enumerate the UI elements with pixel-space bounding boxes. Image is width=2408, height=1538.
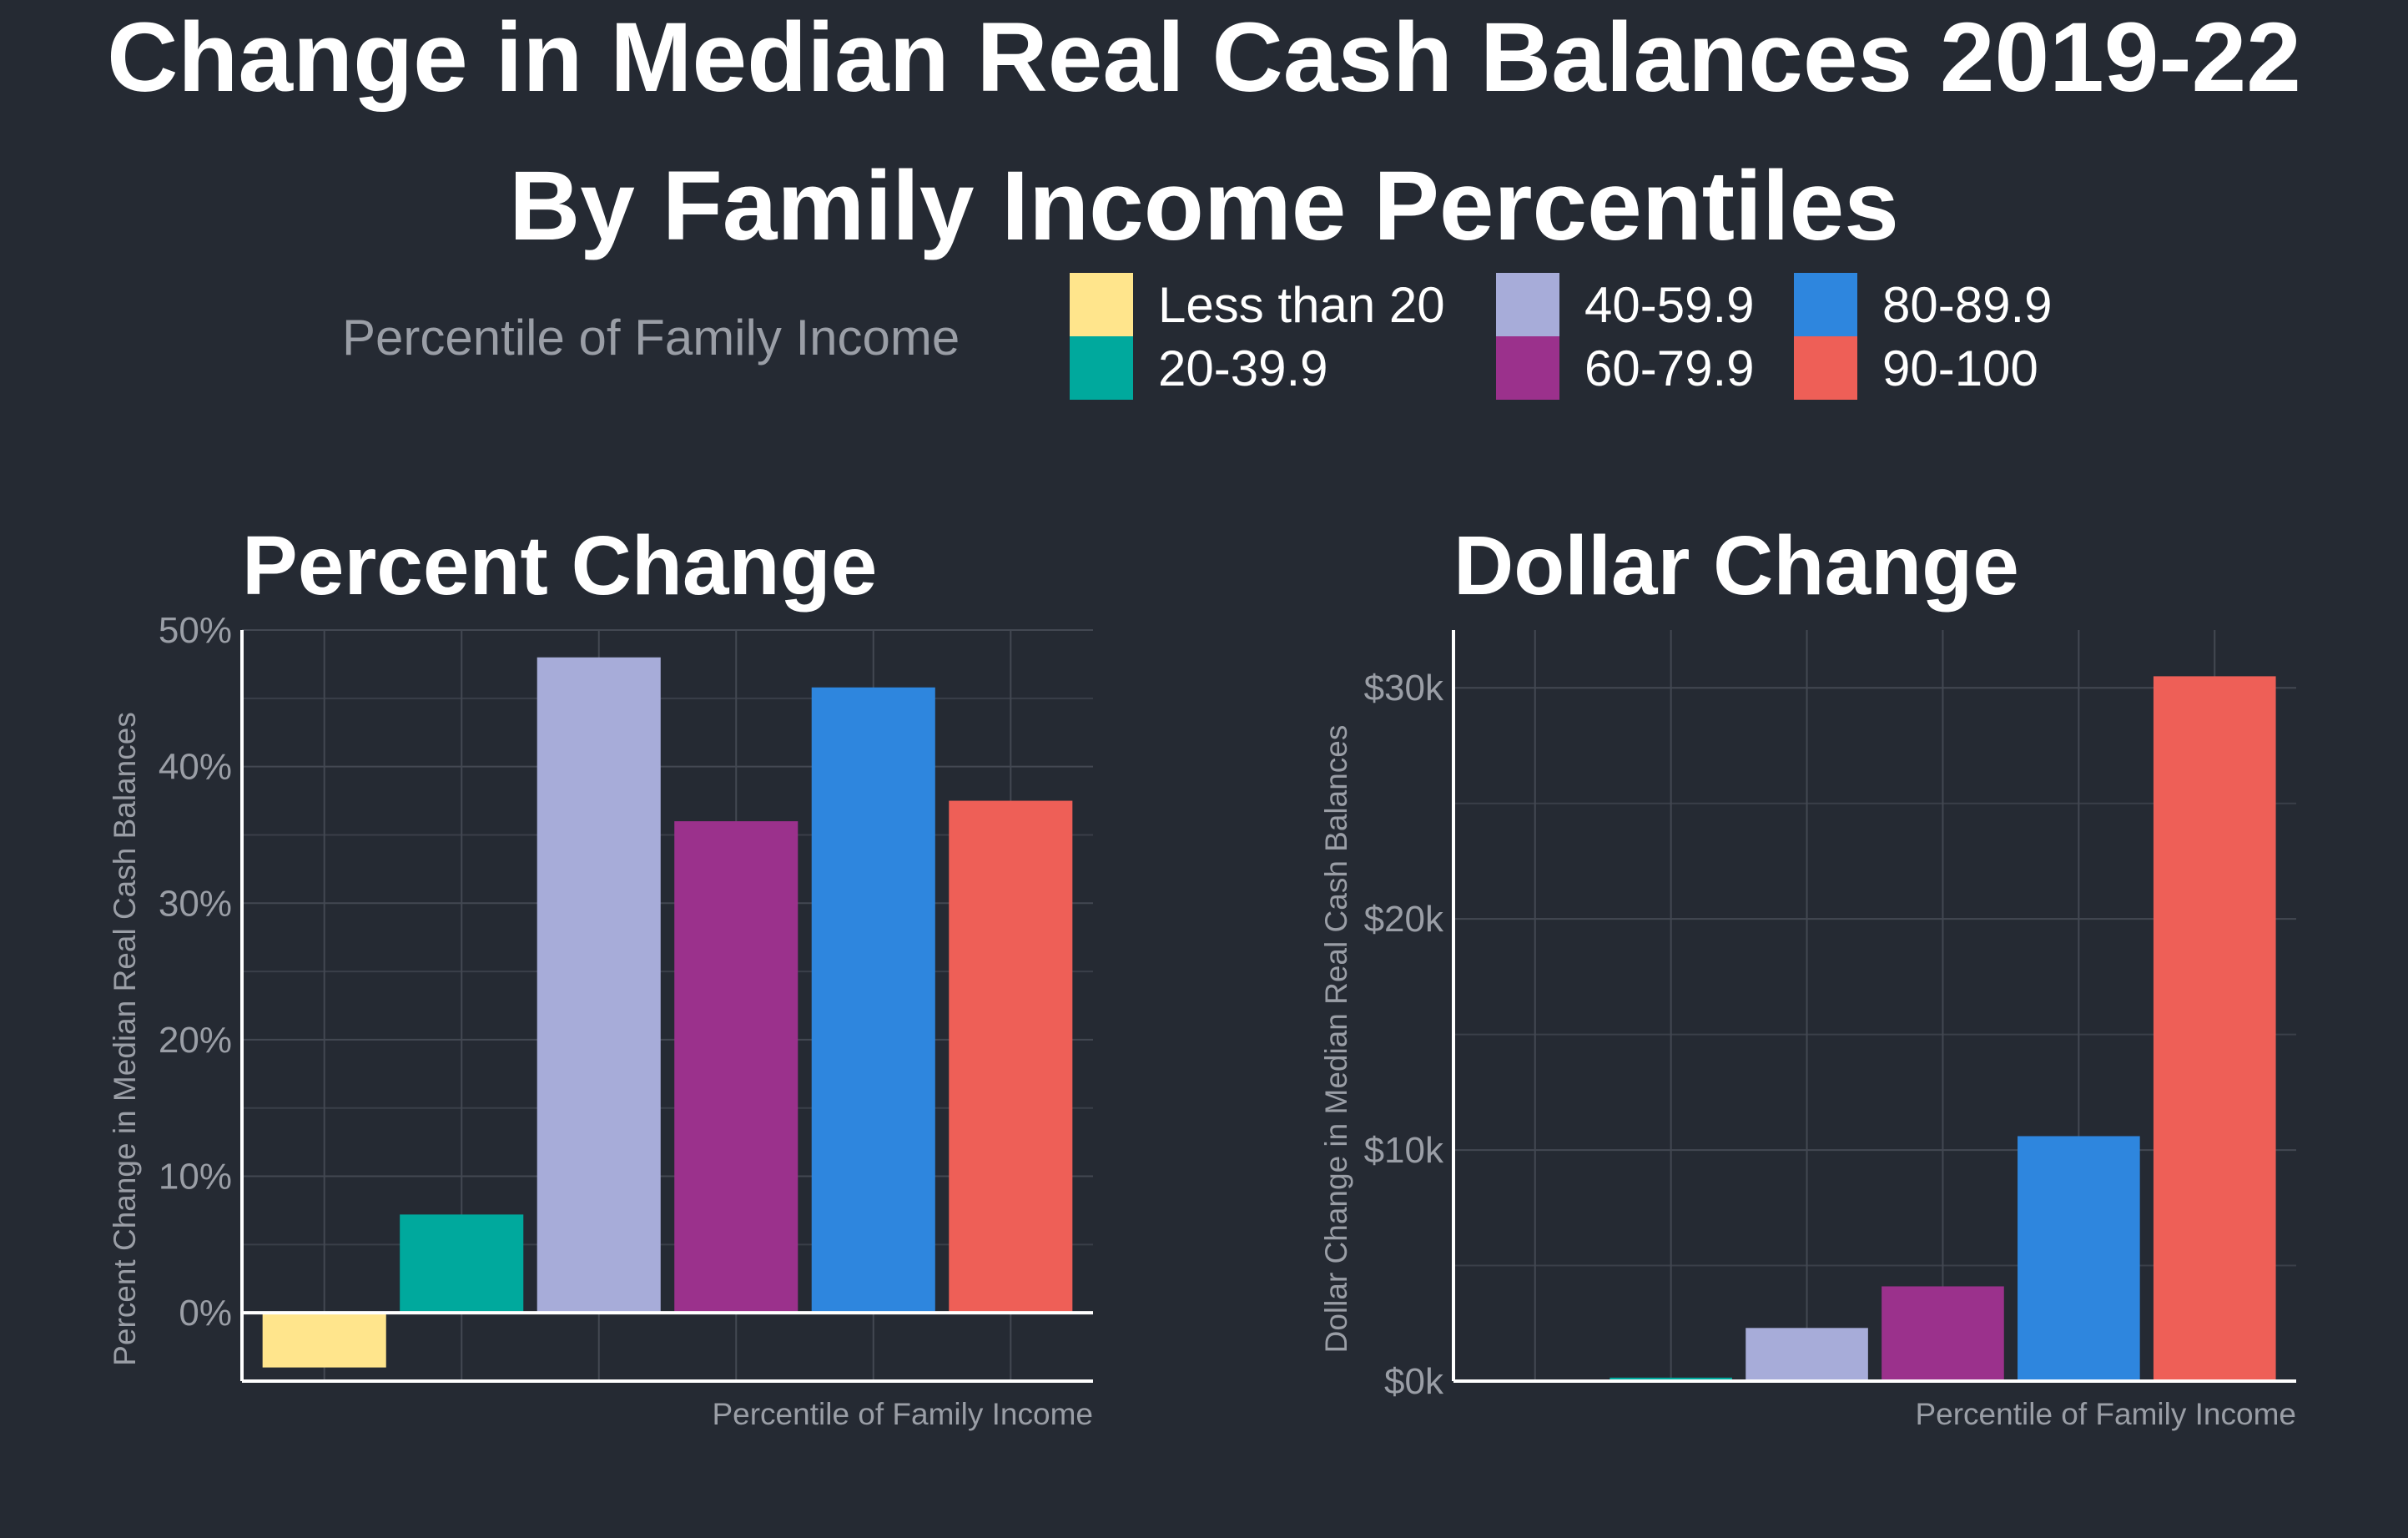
y-axis-title: Dollar Change in Median Real Cash Balanc…	[1319, 725, 1353, 1354]
bar-5	[2018, 1136, 2140, 1381]
percent-change-title: Percent Change	[242, 519, 878, 613]
legend-item-40-59: 40-59.9	[1496, 273, 1755, 336]
legend-swatch	[1496, 273, 1559, 336]
legend-swatch	[1794, 336, 1857, 400]
bar-6	[2153, 676, 2276, 1381]
legend-swatch	[1794, 273, 1857, 336]
legend-label: 90-100	[1882, 340, 2038, 396]
bar-4	[674, 821, 798, 1314]
legend-label: 20-39.9	[1158, 340, 1328, 396]
bar-5	[811, 687, 935, 1314]
percent-change-chart: 0% 10% 20% 30% 40% 50% Percentile of Family In…	[108, 610, 1093, 1431]
bar-1	[262, 1313, 386, 1368]
chart-title: Change in Median Real Cash Balances 2019…	[107, 3, 2301, 113]
y-axis-title: Percent Change in Median Real Cash Balan…	[108, 712, 142, 1366]
bar-2	[400, 1214, 524, 1314]
y-tick-label: $0k	[1384, 1361, 1444, 1402]
legend-item-80-89: 80-89.9	[1794, 273, 2053, 336]
y-tick-label: 50%	[159, 610, 232, 651]
y-tick-label: 20%	[159, 1020, 232, 1061]
legend-label: 40-59.9	[1584, 276, 1755, 333]
legend-swatch	[1070, 336, 1133, 400]
legend-title: Percentile of Family Income	[342, 310, 960, 366]
x-axis-title: Percentile of Family Income	[712, 1397, 1093, 1431]
y-tick-label: $20k	[1364, 899, 1444, 940]
legend-label: 80-89.9	[1882, 276, 2053, 333]
y-tick-label: 40%	[159, 747, 232, 788]
y-tick-label: $10k	[1364, 1130, 1444, 1171]
legend-item-20-39: 20-39.9	[1070, 336, 1328, 400]
y-tick-label: 0%	[179, 1293, 232, 1334]
y-tick-label: 30%	[159, 883, 232, 924]
x-axis-title: Percentile of Family Income	[1915, 1397, 2296, 1431]
legend-item-60-79: 60-79.9	[1496, 336, 1755, 400]
dollar-change-chart: $0k $10k $20k $30k Percentile of Family Inco…	[1319, 630, 2296, 1431]
y-tick-label: $30k	[1364, 668, 1444, 708]
y-tick-label: 10%	[159, 1157, 232, 1198]
legend-swatch	[1070, 273, 1133, 336]
bar-2	[1610, 1377, 1732, 1381]
bar-4	[1882, 1286, 2004, 1381]
dollar-change-title: Dollar Change	[1453, 519, 2019, 613]
legend-swatch	[1496, 336, 1559, 400]
legend-label: 60-79.9	[1584, 340, 1755, 396]
legend-item-less-than-20: Less than 20	[1070, 273, 1445, 336]
bar-3	[537, 657, 661, 1314]
bar-3	[1746, 1328, 1868, 1381]
bar-6	[949, 800, 1073, 1314]
legend-item-90-100: 90-100	[1794, 336, 2038, 400]
chart-subtitle: By Family Income Percentiles	[509, 151, 1899, 261]
legend-label: Less than 20	[1158, 276, 1445, 333]
